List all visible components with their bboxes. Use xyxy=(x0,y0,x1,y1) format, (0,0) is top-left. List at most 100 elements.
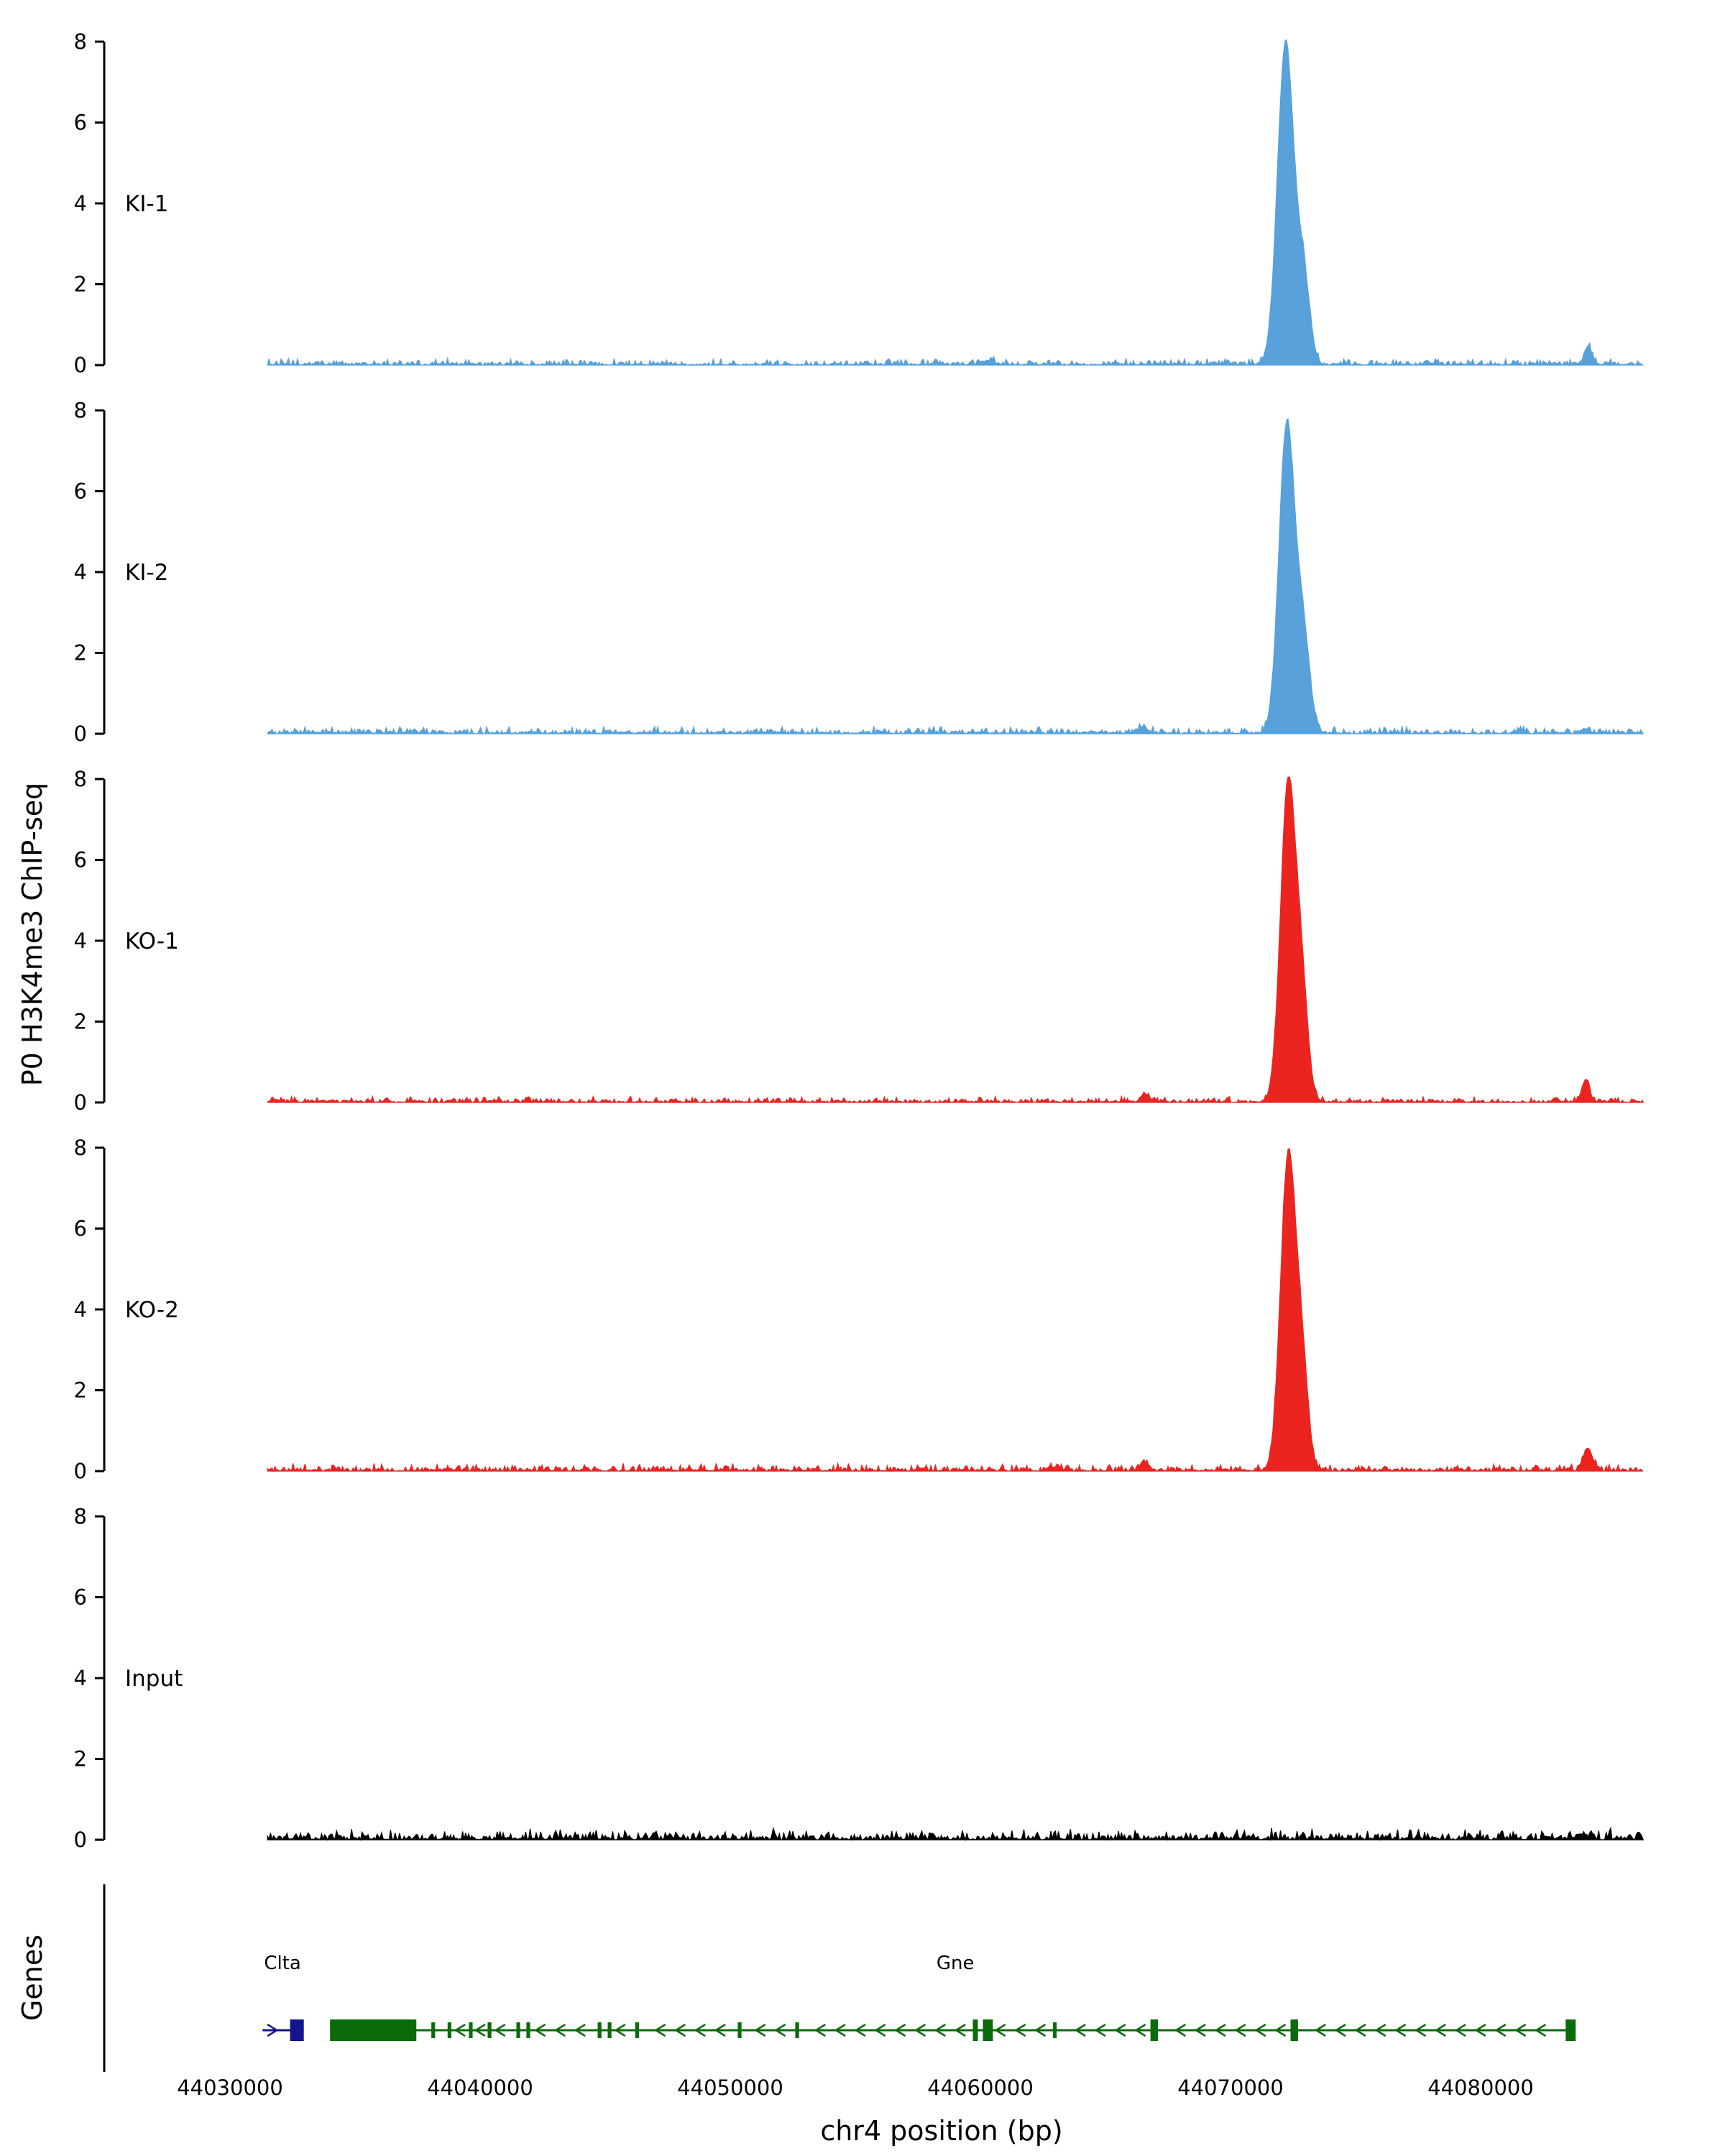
strand-arrow-icon xyxy=(534,2023,546,2037)
exon-block xyxy=(487,2022,492,2038)
y-tick-label: 8 xyxy=(74,767,87,791)
exon-block xyxy=(635,2022,639,2038)
strand-arrow-icon xyxy=(1354,2023,1366,2037)
y-tick-label: 0 xyxy=(74,722,87,746)
exon-block xyxy=(1290,2019,1298,2041)
track-label: KI-1 xyxy=(125,191,168,217)
gene-Clta: Clta xyxy=(262,1953,304,2041)
y-tick-label: 8 xyxy=(74,1135,87,1160)
strand-arrow-icon xyxy=(774,2023,786,2037)
track-KO-2: 0 2 4 6 8 KO-2 xyxy=(74,1135,1644,1483)
exon-block xyxy=(290,2019,304,2041)
genes-axis-label: Genes xyxy=(17,1935,48,2021)
track-KI-2: 0 2 4 6 8 KI-2 xyxy=(74,398,1644,746)
strand-arrow-icon xyxy=(894,2023,906,2037)
exon-block xyxy=(1052,2022,1057,2038)
generated-chart-layer: 0 2 4 6 8 KI-1 0 2 4 6 8 KI-2 0 2 4 6 8 KO-1 0 2 4 6 8 KO-2 0 2 4 6… xyxy=(74,29,1644,2100)
y-tick-label: 2 xyxy=(74,1010,87,1034)
y-tick-label: 6 xyxy=(74,1217,87,1241)
y-tick-label: 6 xyxy=(74,111,87,135)
strand-arrow-icon xyxy=(1514,2023,1527,2037)
gene-Gne: Gne xyxy=(330,1953,1576,2041)
strand-arrow-icon xyxy=(1414,2023,1427,2037)
y-tick-label: 2 xyxy=(74,1747,87,1772)
strand-arrow-icon xyxy=(694,2023,706,2037)
strand-arrow-icon xyxy=(1374,2023,1386,2037)
track-label: KO-2 xyxy=(125,1297,179,1323)
x-tick-label: 44030000 xyxy=(177,2076,283,2100)
strand-arrow-icon xyxy=(267,2023,279,2037)
y-tick-label: 6 xyxy=(74,1585,87,1610)
exon-block xyxy=(607,2022,612,2038)
track-KO-1: 0 2 4 6 8 KO-1 xyxy=(74,767,1644,1115)
exon-block xyxy=(972,2019,978,2041)
strand-arrow-icon xyxy=(1194,2023,1206,2037)
strand-arrow-icon xyxy=(914,2023,926,2037)
exon-block xyxy=(1150,2019,1159,2041)
strand-arrow-icon xyxy=(1474,2023,1486,2037)
strand-arrow-icon xyxy=(1134,2023,1146,2037)
exon-block xyxy=(469,2022,473,2038)
strand-arrow-icon xyxy=(854,2023,866,2037)
strand-arrow-icon xyxy=(1334,2023,1346,2037)
track-label: KO-1 xyxy=(125,929,179,954)
track-label: KI-2 xyxy=(125,560,168,586)
exon-block xyxy=(983,2019,993,2041)
track-Input: 0 2 4 6 8 Input xyxy=(74,1504,1644,1852)
strand-arrow-icon xyxy=(1274,2023,1287,2037)
y-axis-label: P0 H3K4me3 ChIP-seq xyxy=(17,783,48,1087)
y-tick-label: 2 xyxy=(74,272,87,297)
y-tick-label: 8 xyxy=(74,398,87,423)
x-axis-label: chr4 position (bp) xyxy=(820,2115,1062,2147)
exon-block xyxy=(795,2022,799,2038)
strand-arrow-icon xyxy=(1074,2023,1086,2037)
strand-arrow-icon xyxy=(574,2023,586,2037)
y-tick-label: 4 xyxy=(74,1666,87,1690)
signal-area-KI-1 xyxy=(267,38,1644,367)
exon-block xyxy=(330,2019,417,2041)
strand-arrow-icon xyxy=(674,2023,686,2037)
y-tick-label: 4 xyxy=(74,1297,87,1322)
strand-arrow-icon xyxy=(614,2023,626,2037)
exon-block xyxy=(597,2022,602,2038)
x-tick-label: 44070000 xyxy=(1177,2076,1284,2100)
strand-arrow-icon xyxy=(994,2023,1006,2037)
strand-arrow-icon xyxy=(1094,2023,1106,2037)
x-tick-label: 44040000 xyxy=(427,2076,533,2100)
strand-arrow-icon xyxy=(1114,2023,1126,2037)
strand-arrow-icon xyxy=(654,2023,666,2037)
exon-block xyxy=(516,2022,520,2038)
gene-name-label: Clta xyxy=(264,1953,301,1974)
strand-arrow-icon xyxy=(934,2023,946,2037)
strand-arrow-icon xyxy=(1034,2023,1046,2037)
y-tick-label: 0 xyxy=(74,1828,87,1852)
exon-block xyxy=(431,2022,436,2038)
strand-arrow-icon xyxy=(1394,2023,1407,2037)
strand-arrow-icon xyxy=(1014,2023,1026,2037)
x-tick-label: 44060000 xyxy=(927,2076,1034,2100)
signal-area-KI-2 xyxy=(267,418,1644,736)
strand-arrow-icon xyxy=(834,2023,846,2037)
track-KI-1: 0 2 4 6 8 KI-1 xyxy=(74,29,1644,377)
x-tick-label: 44080000 xyxy=(1427,2076,1534,2100)
exon-block xyxy=(1565,2019,1576,2041)
signal-area-KO-1 xyxy=(267,776,1644,1104)
strand-arrow-icon xyxy=(1494,2023,1506,2037)
signal-area-KO-2 xyxy=(267,1148,1644,1473)
strand-arrow-icon xyxy=(494,2023,506,2037)
y-tick-label: 6 xyxy=(74,479,87,504)
strand-arrow-icon xyxy=(474,2023,486,2037)
x-tick-label: 44050000 xyxy=(677,2076,783,2100)
strand-arrow-icon xyxy=(714,2023,726,2037)
strand-arrow-icon xyxy=(814,2023,826,2037)
strand-arrow-icon xyxy=(1434,2023,1446,2037)
strand-arrow-icon xyxy=(1314,2023,1326,2037)
y-tick-label: 4 xyxy=(74,560,87,584)
y-tick-label: 2 xyxy=(74,1378,87,1403)
strand-arrow-icon xyxy=(454,2023,466,2037)
y-tick-label: 2 xyxy=(74,641,87,665)
gene-name-label: Gne xyxy=(937,1953,975,1974)
exon-block xyxy=(526,2022,530,2038)
strand-arrow-icon xyxy=(1174,2023,1187,2037)
